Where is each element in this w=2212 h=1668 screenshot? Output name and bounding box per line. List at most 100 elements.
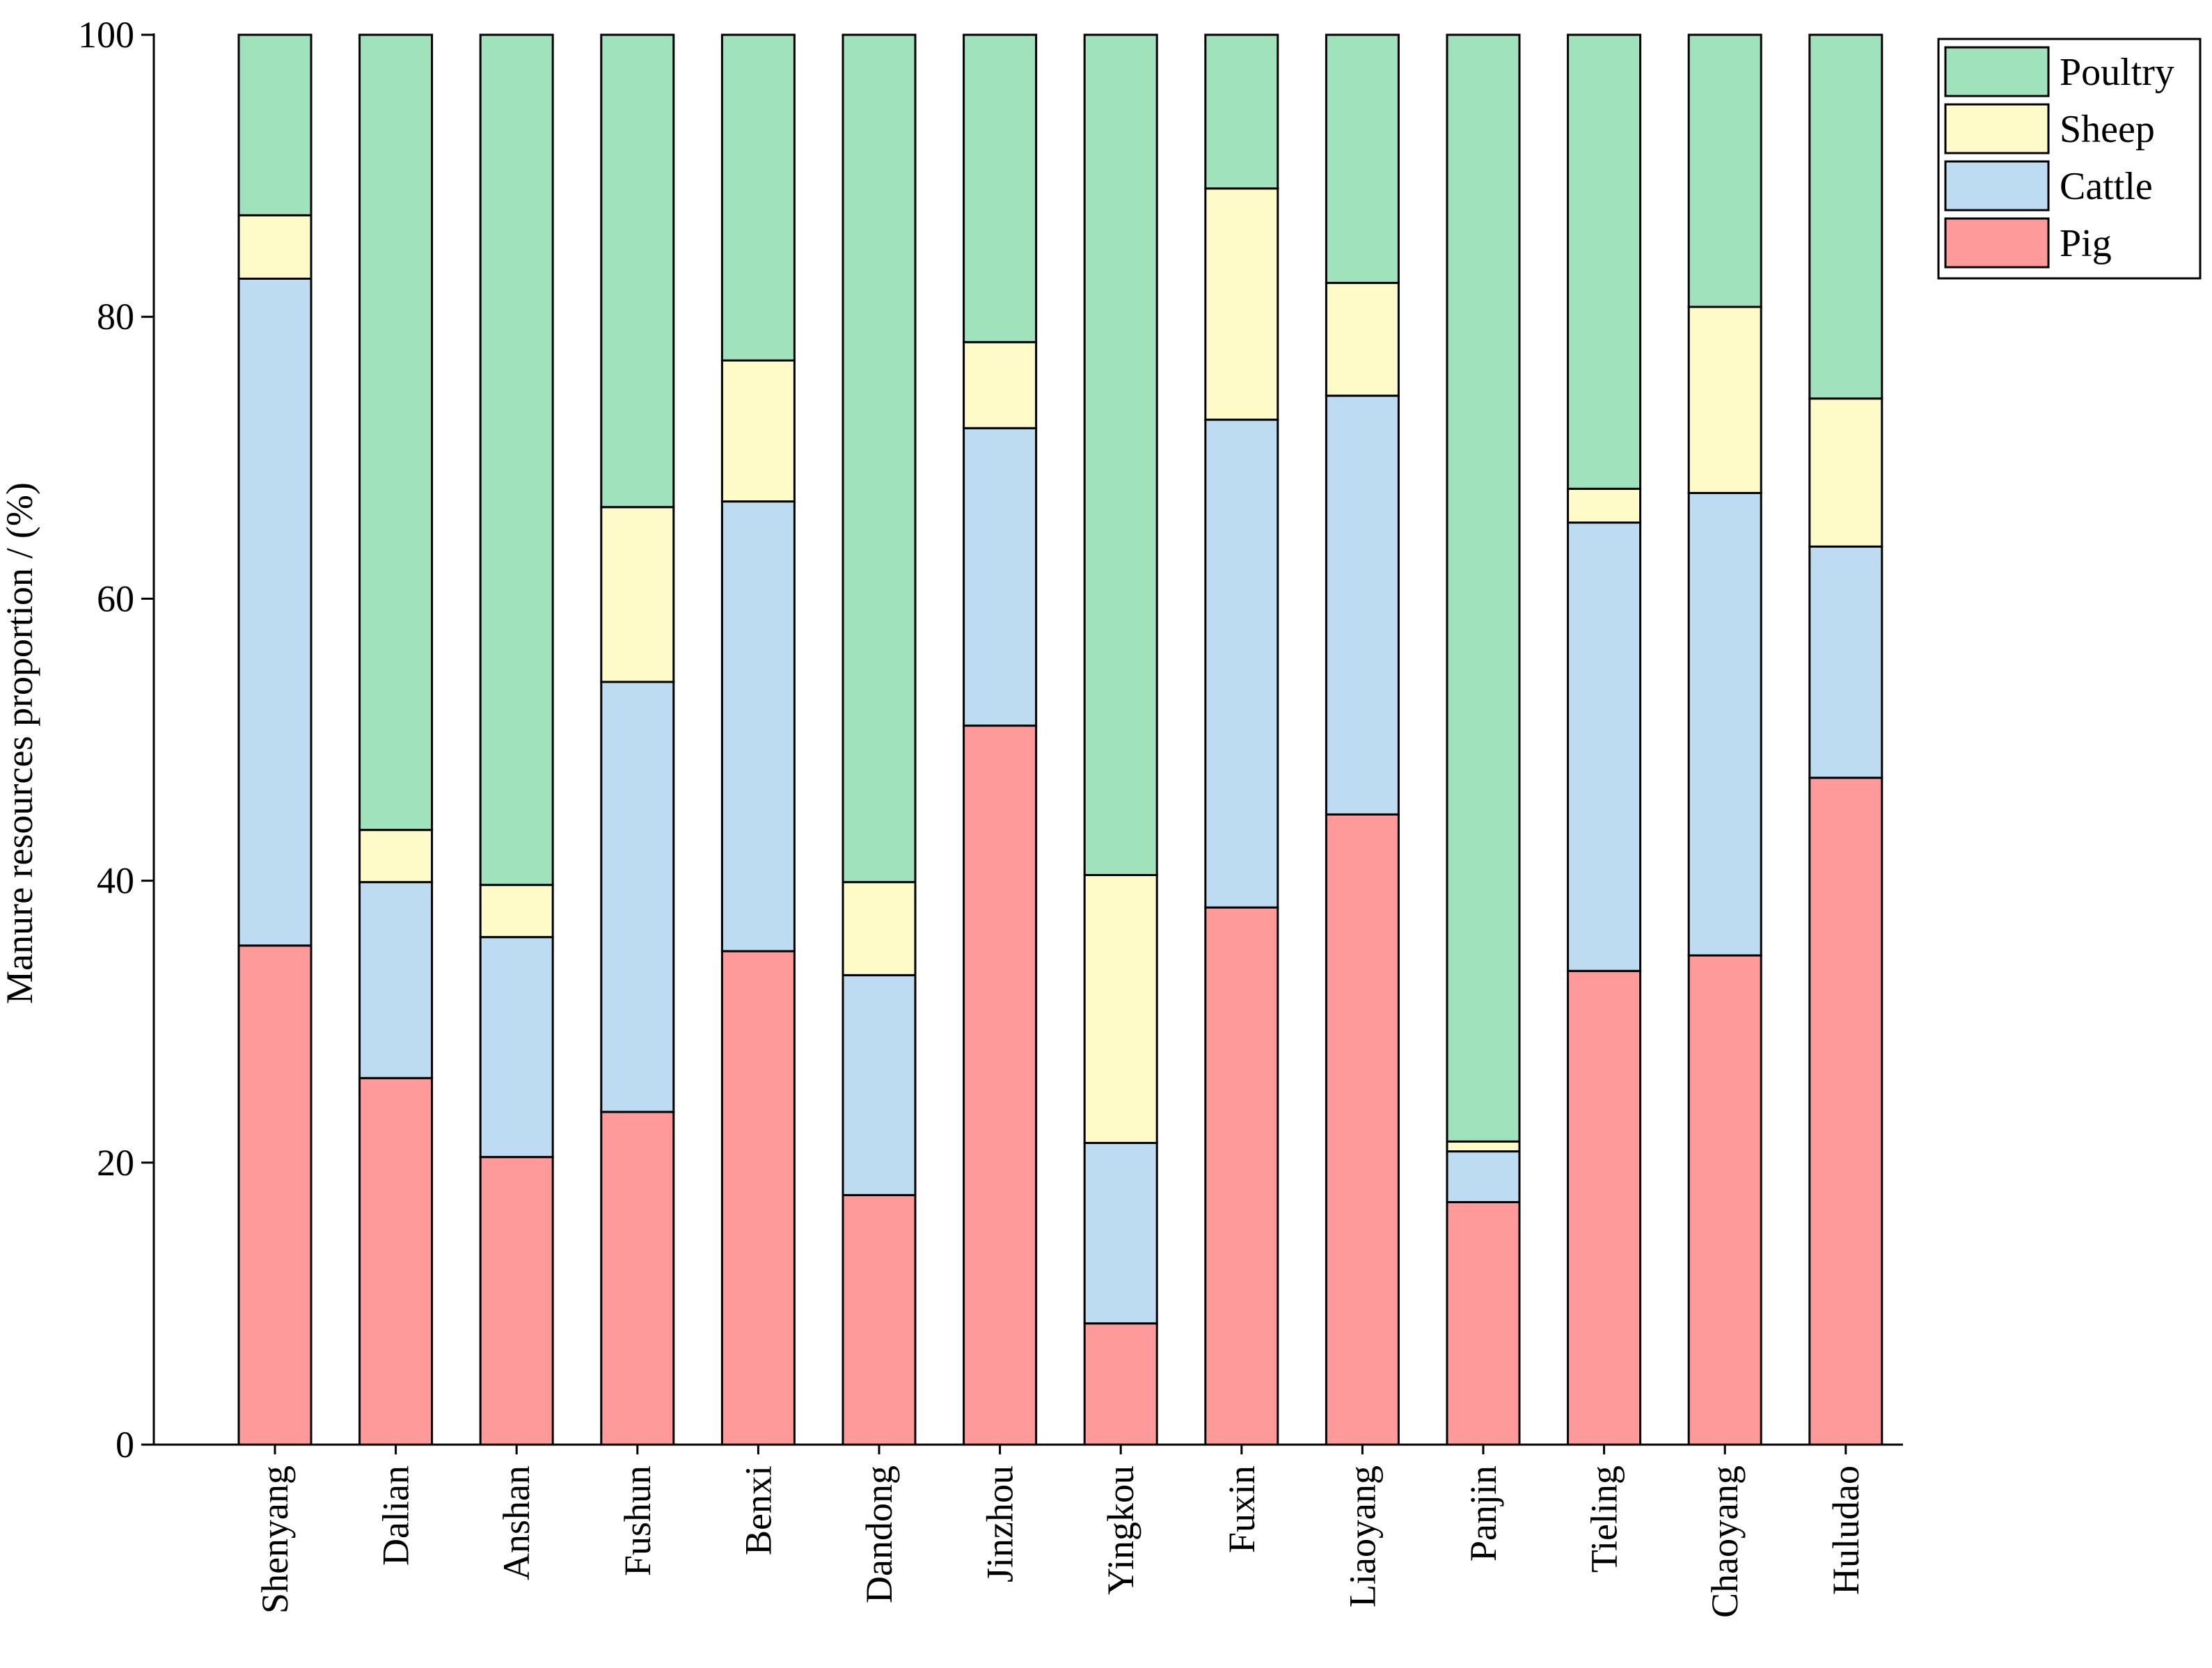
x-tick-label-panjin: Panjin xyxy=(1462,1466,1504,1562)
bar-group-jinzhou xyxy=(963,33,1038,1446)
bars-layer xyxy=(237,33,1883,1446)
bar-segment-huludao-cattle xyxy=(1808,545,1883,779)
bar-group-shenyang xyxy=(237,33,313,1446)
x-tick-label-fushun: Fushun xyxy=(617,1466,658,1576)
bar-segment-anshan-pig xyxy=(479,1156,554,1446)
x-tick-label-yingkou: Yingkou xyxy=(1100,1466,1141,1595)
y-tick-labels: 0 20 40 60 80 100 xyxy=(78,14,134,1466)
x-tick-label-chaoyang: Chaoyang xyxy=(1704,1466,1746,1618)
bar-segment-dandong-sheep xyxy=(842,881,917,976)
bar-segment-chaoyang-pig xyxy=(1687,954,1762,1446)
bar-segment-panjin-pig xyxy=(1446,1201,1521,1446)
bar-segment-fushun-poultry xyxy=(600,33,675,509)
bar-segment-tieling-sheep xyxy=(1567,487,1642,524)
x-tick-label-dandong: Dandong xyxy=(858,1466,900,1603)
bar-segment-tieling-poultry xyxy=(1567,33,1642,490)
bar-segment-jinzhou-pig xyxy=(963,724,1038,1446)
bar-segment-panjin-cattle xyxy=(1446,1150,1521,1204)
bar-segment-liaoyang-cattle xyxy=(1325,395,1400,816)
bar-segment-panjin-sheep xyxy=(1446,1140,1521,1153)
legend: Poultry Sheep Cattle Pig xyxy=(1937,38,2202,280)
bar-group-dalian xyxy=(358,33,434,1446)
bar-segment-chaoyang-sheep xyxy=(1687,305,1762,494)
bar-segment-dandong-pig xyxy=(842,1193,917,1446)
bar-segment-benxi-pig xyxy=(720,950,796,1446)
bar-segment-dalian-sheep xyxy=(358,829,434,884)
y-tick-label-20: 20 xyxy=(97,1142,134,1184)
x-tick-label-jinzhou: Jinzhou xyxy=(979,1466,1021,1582)
bar-segment-huludao-poultry xyxy=(1808,33,1883,400)
bar-segment-dalian-pig xyxy=(358,1077,434,1446)
bar-segment-jinzhou-sheep xyxy=(963,341,1038,429)
bar-segment-liaoyang-poultry xyxy=(1325,33,1400,285)
x-tick-label-shenyang: Shenyang xyxy=(254,1466,296,1614)
legend-swatch-cattle xyxy=(1944,160,2050,212)
bar-segment-yingkou-cattle xyxy=(1083,1141,1158,1325)
x-tick-label-benxi: Benxi xyxy=(737,1466,779,1555)
bar-segment-tieling-cattle xyxy=(1567,521,1642,972)
bar-segment-anshan-sheep xyxy=(479,884,554,939)
bar-segment-jinzhou-poultry xyxy=(963,33,1038,344)
bar-segment-shenyang-pig xyxy=(237,944,313,1446)
bar-segment-fuxin-poultry xyxy=(1204,33,1279,190)
bar-segment-panjin-poultry xyxy=(1446,33,1521,1143)
bar-segment-chaoyang-poultry xyxy=(1687,33,1762,308)
bar-segment-chaoyang-cattle xyxy=(1687,491,1762,957)
bar-group-liaoyang xyxy=(1325,33,1400,1446)
bar-segment-fuxin-cattle xyxy=(1204,418,1279,909)
bar-segment-yingkou-pig xyxy=(1083,1322,1158,1446)
bar-segment-huludao-pig xyxy=(1808,777,1883,1446)
bar-segment-fushun-cattle xyxy=(600,681,675,1113)
legend-swatch-poultry xyxy=(1944,46,2050,97)
legend-label-pig: Pig xyxy=(2060,222,2112,265)
x-tick-label-anshan: Anshan xyxy=(496,1466,537,1580)
bar-segment-fuxin-pig xyxy=(1204,906,1279,1446)
y-axis-label: Manure resources proportion / (%) xyxy=(0,482,40,1004)
y-tick-label-80: 80 xyxy=(97,296,134,337)
legend-label-sheep: Sheep xyxy=(2060,108,2155,151)
bar-segment-dalian-cattle xyxy=(358,881,434,1079)
x-tick-label-huludao: Huludao xyxy=(1825,1466,1867,1595)
bar-group-fuxin xyxy=(1204,33,1279,1446)
bar-segment-benxi-poultry xyxy=(720,33,796,362)
bar-segment-fuxin-sheep xyxy=(1204,187,1279,421)
bar-group-benxi xyxy=(720,33,796,1446)
x-tick-label-tieling: Tieling xyxy=(1583,1466,1625,1573)
bar-segment-shenyang-poultry xyxy=(237,33,313,216)
bar-segment-jinzhou-cattle xyxy=(963,427,1038,727)
bar-segment-fushun-pig xyxy=(600,1111,675,1446)
bar-segment-dandong-cattle xyxy=(842,974,917,1196)
bar-segment-dalian-poultry xyxy=(358,33,434,832)
y-tick-label-60: 60 xyxy=(97,578,134,619)
bar-segment-tieling-pig xyxy=(1567,969,1642,1446)
bar-segment-yingkou-sheep xyxy=(1083,873,1158,1144)
bar-segment-benxi-sheep xyxy=(720,359,796,503)
bar-group-huludao xyxy=(1808,33,1883,1446)
bar-segment-shenyang-sheep xyxy=(237,214,313,280)
legend-label-poultry: Poultry xyxy=(2060,51,2174,94)
bar-group-tieling xyxy=(1567,33,1642,1446)
y-tick-label-40: 40 xyxy=(97,860,134,902)
x-tick-label-dalian: Dalian xyxy=(375,1466,417,1566)
legend-swatch-pig xyxy=(1944,217,2050,269)
bar-segment-anshan-poultry xyxy=(479,33,554,887)
bar-segment-liaoyang-sheep xyxy=(1325,282,1400,397)
y-tick-label-100: 100 xyxy=(78,14,134,56)
bar-segment-anshan-cattle xyxy=(479,936,554,1159)
bar-segment-benxi-cattle xyxy=(720,500,796,953)
bar-segment-shenyang-cattle xyxy=(237,277,313,947)
bar-group-fushun xyxy=(600,33,675,1446)
axes-layer xyxy=(141,33,1903,1454)
bar-segment-liaoyang-pig xyxy=(1325,813,1400,1446)
bar-group-dandong xyxy=(842,33,917,1446)
bar-segment-dandong-poultry xyxy=(842,33,917,884)
bar-segment-huludao-sheep xyxy=(1808,397,1883,548)
legend-label-cattle: Cattle xyxy=(2060,165,2153,208)
x-tick-labels: Shenyang Dalian Anshan Fushun Benxi Dandong Ji… xyxy=(254,1466,1867,1618)
bar-group-anshan xyxy=(479,33,554,1446)
x-tick-label-liaoyang: Liaoyang xyxy=(1341,1466,1383,1607)
bar-segment-yingkou-poultry xyxy=(1083,33,1158,876)
legend-swatch-sheep xyxy=(1944,103,2050,154)
y-tick-label-0: 0 xyxy=(116,1424,134,1466)
bar-group-yingkou xyxy=(1083,33,1158,1446)
